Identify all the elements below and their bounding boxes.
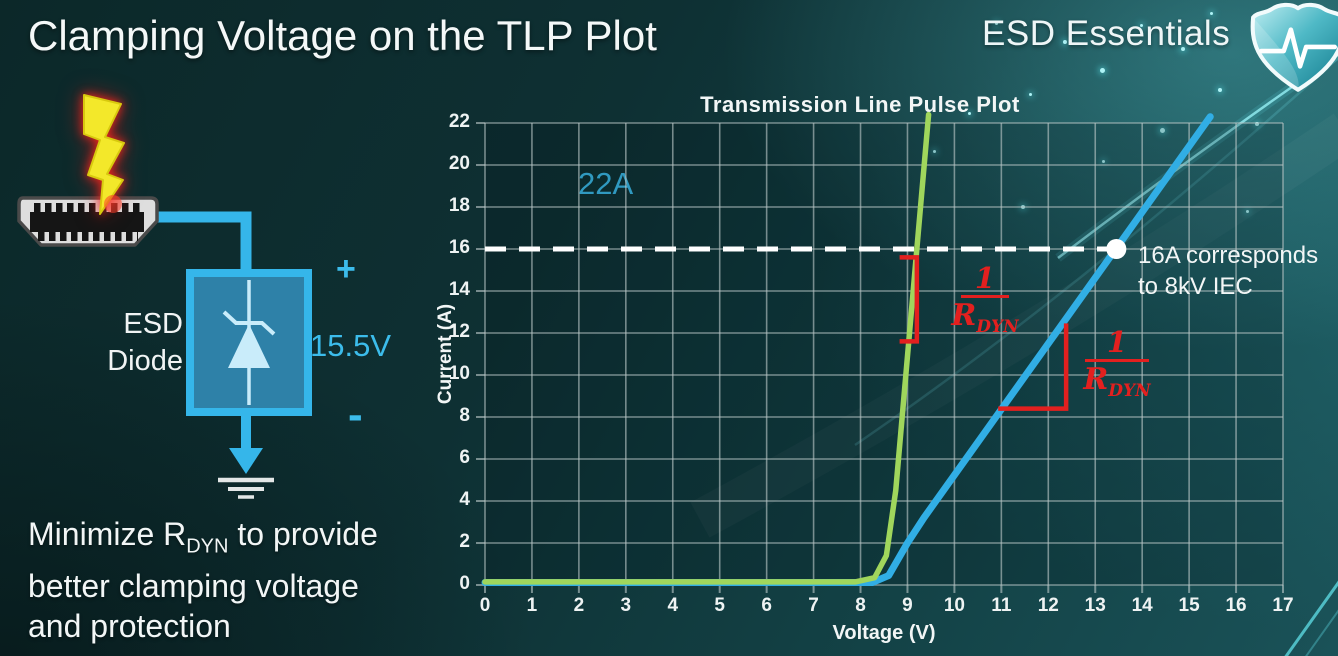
x-tick-label: 10	[943, 595, 965, 616]
x-tick-label: 15	[1178, 595, 1200, 616]
diode-symbol-icon	[222, 280, 276, 405]
rdyn-fraction-green: 1 RDYN	[950, 262, 1020, 345]
marker-annotation-line1: 16A corresponds	[1138, 242, 1319, 269]
y-tick-label: 4	[459, 489, 470, 510]
esd-diode-label-line1: ESD	[123, 308, 183, 340]
x-tick-label: 8	[855, 595, 866, 616]
particle-dot	[968, 112, 971, 115]
x-tick-label: 2	[573, 595, 585, 616]
particle-dot	[995, 22, 998, 25]
y-tick-label: 0	[459, 573, 470, 594]
y-tick-label: 20	[448, 153, 470, 174]
particle-dot	[933, 150, 936, 153]
marker-annotation-line2: to 8kV IEC	[1138, 273, 1253, 300]
x-tick-label: 7	[808, 595, 819, 616]
page-title: Clamping Voltage on the TLP Plot	[28, 12, 657, 59]
note-text: Minimize RDYN to provide better clamping…	[28, 514, 378, 646]
particle-dot	[1102, 160, 1105, 163]
note-rdyn-subscript: DYN	[186, 535, 229, 558]
marker-annotation: 16A corresponds to 8kV IEC	[1138, 240, 1318, 302]
plus-polarity-label: +	[336, 250, 356, 288]
y-tick-label: 8	[459, 405, 470, 426]
minus-polarity-label: -	[348, 390, 363, 439]
fraction-dyn-subscript: DYN	[1108, 381, 1151, 401]
x-tick-label: 17	[1272, 595, 1294, 616]
chart-title: Transmission Line Pulse Plot	[700, 92, 1020, 117]
strike-glow	[104, 195, 122, 213]
hdmi-connector-icon	[17, 196, 159, 247]
x-tick-label: 16	[1225, 595, 1247, 616]
y-tick-label: 16	[448, 237, 470, 258]
particle-dot	[1218, 88, 1222, 92]
particle-dot	[1181, 47, 1185, 51]
y-tick-label: 10	[448, 363, 470, 384]
fraction-bar	[961, 295, 1009, 298]
particle-dot	[1255, 122, 1259, 126]
particle-dot	[1063, 40, 1067, 44]
particle-dot	[1100, 68, 1105, 73]
fraction-denominator: RDYN	[1075, 362, 1159, 409]
x-tick-label: 14	[1131, 595, 1153, 616]
fraction-r: R	[951, 298, 977, 333]
note-line3: and protection	[28, 608, 231, 645]
x-tick-label: 3	[620, 595, 632, 616]
y-tick-label: 12	[448, 321, 470, 342]
fraction-bar	[1085, 359, 1149, 362]
x-axis-title: Voltage (V)	[832, 622, 936, 644]
fraction-r: R	[1083, 362, 1109, 397]
esd-diode-label: ESD Diode	[55, 306, 183, 380]
x-tick-label: 9	[902, 595, 913, 616]
fraction-numerator: 1	[974, 261, 996, 295]
note-line1: Minimize RDYN to provide	[28, 514, 378, 566]
y-tick-label: 14	[448, 279, 470, 300]
clamp-voltage-label: 15.5V	[310, 328, 392, 363]
particle-dot	[1160, 128, 1165, 133]
particle-dot	[1029, 93, 1032, 96]
esd-diode-box	[186, 269, 312, 416]
surge-current-label: 22A	[578, 166, 633, 202]
esd-protection-diagram	[17, 94, 312, 499]
fraction-numerator: 1	[1106, 325, 1128, 359]
esd-shield-icon	[1250, 2, 1338, 92]
esd-diode-label-line2: Diode	[107, 345, 183, 377]
note-line2: better clamping voltage	[28, 568, 359, 605]
note-line1-part1: Minimize R	[28, 516, 187, 552]
y-tick-label: 6	[459, 447, 470, 468]
x-tick-label: 11	[991, 595, 1012, 616]
particle-dot	[1246, 210, 1249, 213]
surge-wire	[157, 211, 252, 276]
x-tick-label: 5	[714, 595, 725, 616]
y-tick-label: 2	[459, 531, 470, 552]
rdyn-fraction-blue: 1 RDYN	[1075, 326, 1159, 409]
y-tick-label: 18	[448, 195, 470, 216]
x-tick-label: 1	[526, 595, 538, 616]
particle-dot	[1210, 12, 1213, 15]
note-line1-part2: to provide	[228, 516, 378, 552]
fraction-dyn-subscript: DYN	[976, 317, 1019, 337]
particle-dot	[1140, 24, 1143, 27]
brand-text: ESD Essentials	[982, 14, 1231, 53]
ground-symbol-icon	[218, 412, 274, 499]
x-tick-label: 12	[1037, 595, 1059, 616]
fraction-denominator: RDYN	[950, 298, 1020, 345]
x-tick-label: 0	[479, 595, 491, 616]
y-tick-label: 22	[448, 111, 470, 132]
x-tick-label: 13	[1084, 595, 1106, 616]
x-tick-label: 6	[761, 595, 772, 616]
x-tick-label: 4	[667, 595, 679, 616]
